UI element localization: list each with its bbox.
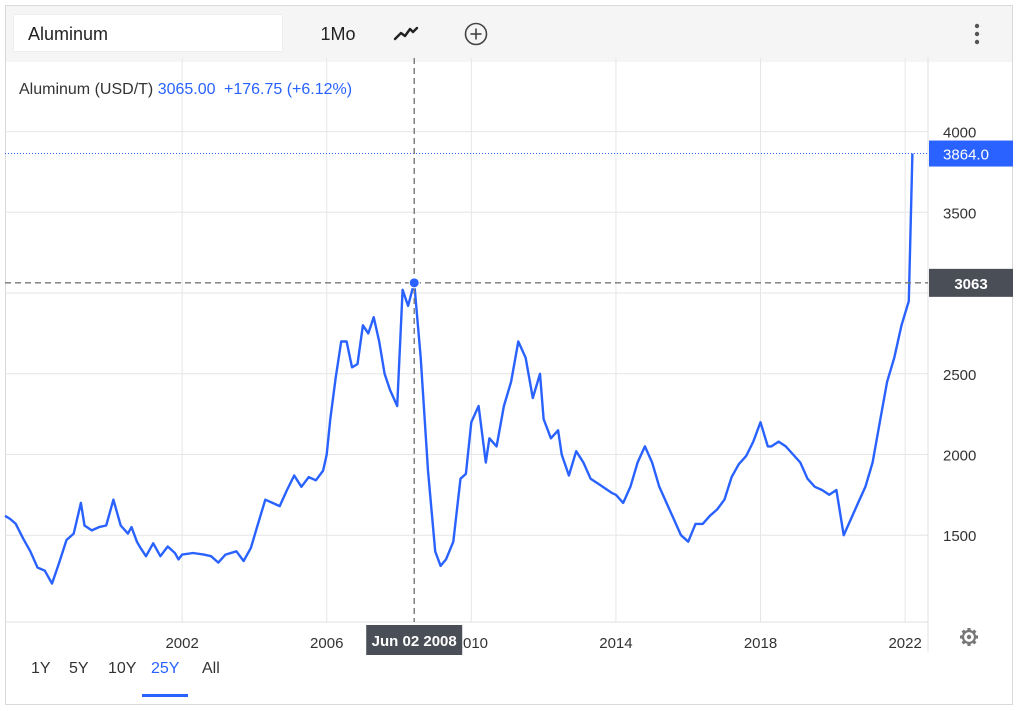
crosshair-point <box>408 277 420 289</box>
range-5y-button[interactable]: 5Y <box>69 660 89 677</box>
x-tick-label: 2006 <box>310 635 343 652</box>
crosshair-date-label-bg <box>366 625 463 655</box>
chart-legend: Aluminum (USD/T) 3065.00 +176.75 (+6.12%… <box>19 81 352 99</box>
last-price-label: 3864.0 <box>943 147 989 164</box>
range-all-button[interactable]: All <box>202 660 220 677</box>
legend-change: +176.75 (+6.12%) <box>223 81 353 98</box>
y-tick-label: 1500 <box>943 528 976 545</box>
x-tick-label: 2018 <box>744 635 777 652</box>
y-tick-label: 3500 <box>943 205 976 222</box>
y-tick-label: 2000 <box>943 447 976 464</box>
y-tick-label: 4000 <box>943 125 976 142</box>
symbol-search-input[interactable]: Aluminum <box>13 14 283 52</box>
active-range-indicator <box>142 694 188 697</box>
compare-icon-glyph <box>464 22 488 46</box>
range-25y-button[interactable]: 25Y <box>151 660 180 677</box>
price-series-line[interactable] <box>4 153 914 585</box>
toolbar: Aluminum 1Mo <box>6 6 1012 62</box>
legend-name: Aluminum (USD/T) <box>19 81 154 98</box>
x-tick-label: 2022 <box>888 635 921 652</box>
plus-circle-icon[interactable] <box>456 18 496 50</box>
interval-button[interactable]: 1Mo <box>320 23 356 44</box>
more-icon-glyph <box>974 23 980 45</box>
y-tick-label: 2500 <box>943 367 976 384</box>
gear-ring <box>961 629 977 645</box>
more-vertical-icon[interactable] <box>962 18 992 50</box>
crosshair-price-label-bg <box>929 268 1013 297</box>
chart-widget: Aluminum 1Mo <box>5 5 1013 705</box>
crosshair-date-label: Jun 02 2008 <box>372 633 457 650</box>
symbol-text: Aluminum <box>28 24 109 44</box>
legend-value: 3065.00 <box>157 81 216 98</box>
line-chart-icon[interactable] <box>386 18 426 50</box>
x-tick-label: 2010 <box>455 635 488 652</box>
x-tick-label: 2014 <box>599 635 632 652</box>
range-10y-button[interactable]: 10Y <box>108 660 137 677</box>
line-chart-icon-glyph <box>393 26 419 41</box>
range-1y-button[interactable]: 1Y <box>31 660 51 677</box>
x-tick-label: 2002 <box>165 635 198 652</box>
crosshair-price-label: 3063 <box>954 276 987 293</box>
gear-hub <box>966 634 972 640</box>
last-price-label-bg <box>929 140 1013 167</box>
gear-icon[interactable] <box>960 628 978 646</box>
